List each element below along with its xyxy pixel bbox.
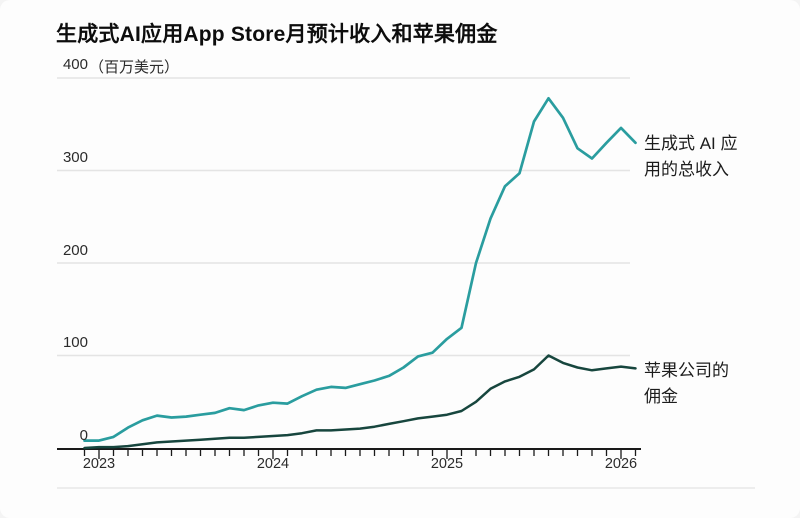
chart-title: 生成式AI应用App Store月预计收入和苹果佣金 [56,23,498,46]
y-tick-label-200: 200 [62,242,88,259]
y-axis-unit-label: （百万美元） [89,59,180,76]
commission-series-label-line2: 佣金 [644,387,678,406]
y-tick-label-100: 100 [62,334,88,351]
revenue-line [83,96,637,442]
commission-series-label-line1: 苹果公司的 [644,361,729,380]
x-tick-label-2025: 2025 [430,456,464,472]
commission-line [83,354,637,450]
x-tick-label-2026: 2026 [604,456,638,472]
y-tick-label-0: 0 [79,427,88,444]
footer-divider [57,487,755,489]
revenue-series-label-line2: 用的总收入 [644,160,729,179]
y-tick-label-300: 300 [62,149,88,166]
x-tick-label-2023: 2023 [82,456,116,472]
commission-series-label: 苹果公司的 佣金 [644,358,729,410]
x-tick-label-2024: 2024 [256,456,290,472]
revenue-series-label-line1: 生成式 AI 应 [644,134,738,153]
y-tick-label-400: 400 [62,56,88,73]
revenue-series-label: 生成式 AI 应 用的总收入 [644,131,738,183]
